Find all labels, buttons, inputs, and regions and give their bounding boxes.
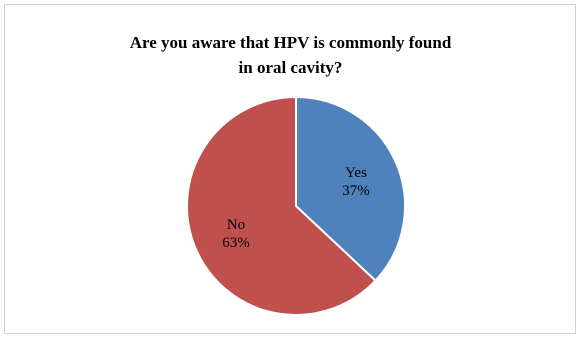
slice-value-no: 63% (222, 235, 250, 251)
pie-slice-yes (295, 95, 406, 283)
slice-label-yes: Yes (345, 165, 367, 181)
slice-value-yes: 37% (342, 183, 370, 199)
chart-title: Are you aware that HPV is commonly found… (0, 30, 581, 80)
chart-title-line-2: in oral cavity? (238, 58, 343, 77)
slice-label-no: No (227, 217, 245, 233)
pie-slice-no (186, 95, 377, 316)
chart-title-line-1: Are you aware that HPV is commonly found (129, 33, 452, 52)
